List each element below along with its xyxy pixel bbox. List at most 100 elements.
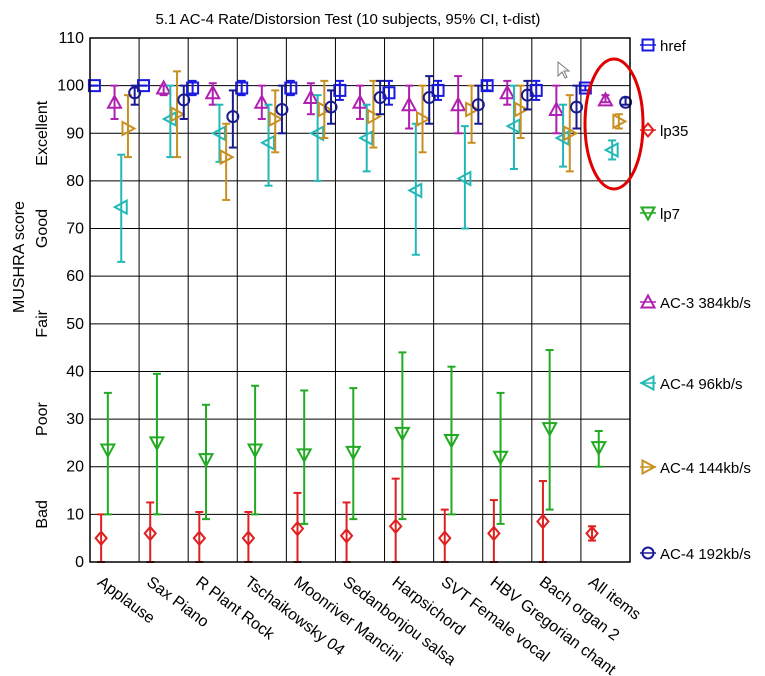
legend-label: AC-4 192kb/s bbox=[660, 546, 751, 563]
data-point bbox=[241, 530, 256, 547]
data-point bbox=[121, 120, 137, 137]
y-tick-label: 10 bbox=[66, 506, 84, 523]
series-href bbox=[87, 79, 592, 106]
data-point bbox=[87, 79, 101, 93]
y-axis-label: MUSHRA score bbox=[11, 201, 28, 313]
data-point bbox=[443, 434, 460, 450]
y-tick-label: 50 bbox=[66, 316, 84, 333]
data-point bbox=[155, 79, 172, 95]
data-point bbox=[268, 110, 284, 128]
data-point bbox=[324, 100, 338, 114]
highlight-ellipse bbox=[583, 57, 645, 191]
data-point bbox=[541, 422, 558, 438]
series-layer bbox=[87, 70, 633, 563]
data-point bbox=[431, 83, 445, 97]
quality-labels: Excellent Good Fair Poor Bad bbox=[34, 100, 51, 528]
series-ac-4-144kb-s bbox=[121, 70, 628, 201]
y-tick-label: 60 bbox=[66, 268, 84, 285]
data-point bbox=[106, 93, 123, 109]
series-lp35 bbox=[94, 477, 599, 563]
data-point bbox=[204, 84, 221, 100]
data-point bbox=[235, 81, 249, 95]
series-ac-3-384kb-s bbox=[106, 75, 614, 135]
data-point bbox=[619, 95, 633, 109]
data-point bbox=[253, 93, 270, 109]
data-point bbox=[290, 520, 305, 537]
data-point bbox=[437, 530, 452, 547]
data-point bbox=[536, 513, 550, 530]
data-point bbox=[407, 182, 423, 199]
data-point bbox=[422, 91, 436, 105]
y-tick-label: 70 bbox=[66, 221, 84, 238]
legend-label: href bbox=[660, 38, 687, 55]
legend-label: lp7 bbox=[660, 206, 680, 223]
data-point bbox=[259, 134, 276, 151]
y-tick-label: 80 bbox=[66, 173, 84, 190]
y-tick-label: 20 bbox=[66, 459, 84, 476]
data-point bbox=[148, 436, 166, 452]
data-point bbox=[186, 81, 200, 95]
quality-label: Poor bbox=[34, 402, 51, 436]
data-point bbox=[520, 88, 534, 102]
quality-label: Fair bbox=[34, 309, 51, 337]
data-point bbox=[487, 525, 501, 542]
data-point bbox=[284, 81, 298, 95]
series-ac-4-96kb-s bbox=[112, 84, 619, 263]
data-point bbox=[143, 525, 158, 542]
data-point bbox=[309, 125, 325, 142]
data-point bbox=[563, 125, 579, 142]
data-point bbox=[499, 84, 516, 100]
data-point bbox=[388, 518, 403, 535]
quality-label: Excellent bbox=[34, 100, 51, 165]
data-point bbox=[450, 96, 467, 112]
data-point bbox=[514, 101, 530, 118]
data-point bbox=[394, 426, 411, 442]
legend-label: AC-4 96kb/s bbox=[660, 376, 743, 393]
y-tick-label: 90 bbox=[66, 125, 84, 142]
data-point bbox=[339, 527, 354, 544]
data-point bbox=[128, 86, 142, 100]
quality-label: Bad bbox=[34, 500, 51, 528]
data-point bbox=[192, 530, 207, 547]
data-point bbox=[210, 125, 226, 142]
quality-label: Good bbox=[34, 209, 51, 248]
data-point bbox=[400, 96, 418, 112]
y-tick-label: 40 bbox=[66, 363, 84, 380]
data-point bbox=[197, 453, 215, 469]
y-tick-label: 110 bbox=[58, 30, 84, 47]
data-point bbox=[505, 117, 521, 135]
y-tick-label: 0 bbox=[75, 554, 84, 571]
legend-label: AC-4 144kb/s bbox=[660, 460, 751, 477]
data-point bbox=[302, 88, 320, 105]
data-point bbox=[585, 525, 599, 542]
chart-title: 5.1 AC-4 Rate/Distorsion Test (10 subjec… bbox=[156, 11, 541, 28]
data-point bbox=[603, 141, 619, 159]
data-point bbox=[177, 93, 191, 107]
data-point bbox=[373, 91, 387, 105]
data-point bbox=[492, 450, 509, 466]
data-point bbox=[94, 530, 108, 547]
series-ac-4-192kb-s bbox=[128, 75, 633, 149]
data-point bbox=[456, 170, 472, 187]
mouse-pointer-icon bbox=[557, 60, 571, 79]
data-point bbox=[345, 445, 362, 462]
legend: href lp35 lp7 AC-3 384kb/s AC-4 96kb/s AC-4 1… bbox=[639, 38, 751, 563]
data-point bbox=[597, 91, 614, 107]
data-point bbox=[99, 443, 117, 459]
data-point bbox=[471, 98, 485, 112]
data-point bbox=[219, 148, 235, 166]
y-tick-label: 100 bbox=[57, 78, 84, 95]
y-tick-label: 30 bbox=[66, 411, 84, 428]
data-point bbox=[358, 129, 374, 147]
data-point bbox=[416, 110, 432, 128]
legend-label: AC-3 384kb/s bbox=[660, 295, 751, 312]
data-point bbox=[366, 108, 383, 125]
data-point bbox=[569, 100, 583, 114]
data-point bbox=[351, 93, 369, 109]
data-point bbox=[612, 113, 628, 130]
data-point bbox=[590, 441, 607, 457]
data-point bbox=[275, 102, 289, 116]
y-tick-labels: 0 10 20 30 40 50 60 70 80 90 100 110 bbox=[57, 30, 84, 571]
